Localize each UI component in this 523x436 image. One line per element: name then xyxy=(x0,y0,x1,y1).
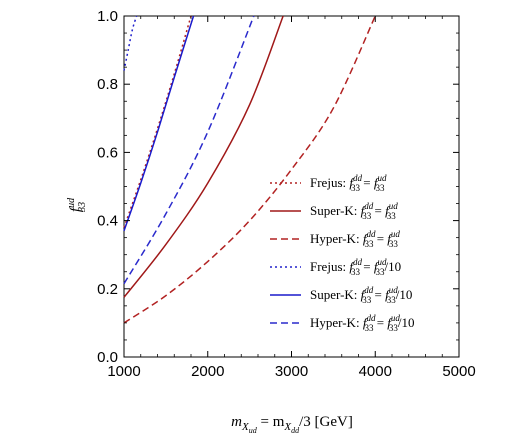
series-line-3 xyxy=(123,15,376,324)
series-line-4 xyxy=(123,15,138,71)
y-tick-label: 1.0 xyxy=(97,8,118,25)
y-tick-label: 0.2 xyxy=(97,281,118,298)
legend-label-6: Hyper-K: fdd 33 = fud 33/10 xyxy=(310,313,415,333)
plot-border xyxy=(123,15,460,358)
axes-group: 1000 2000 3000 4000 5000 0.0 0.2 0.4 0.6 0.8 1.0 xyxy=(97,8,476,380)
series-line-2 xyxy=(123,15,284,298)
legend-label-1: Frejus: fdd 33 = fud 33 xyxy=(310,173,387,193)
x-tick-label: 2000 xyxy=(191,363,224,380)
x-tick-label: 4000 xyxy=(359,363,392,380)
series-line-6 xyxy=(123,15,255,285)
series-line-5 xyxy=(123,15,195,232)
legend-label-5: Super-K: fdd 33 = fud 33/10 xyxy=(310,285,412,305)
y-tick-label: 0.6 xyxy=(97,144,118,161)
y-axis-label: fud33 xyxy=(66,197,88,213)
series-line-1 xyxy=(123,15,192,228)
legend-label-4: Frejus: fdd 33 = fud 33/10 xyxy=(310,257,401,277)
legend-label-2: Super-K: fdd 33 = fud 33 xyxy=(310,201,398,221)
y-tick-label: 0.8 xyxy=(97,76,118,93)
legend-label-3: Hyper-K: fdd 33 = fud 33 xyxy=(310,229,400,249)
y-tick-label: 0.4 xyxy=(97,213,118,230)
plot-frame xyxy=(123,15,460,358)
x-tick-label: 1000 xyxy=(107,363,140,380)
y-tick-label: 0.0 xyxy=(97,349,118,366)
x-tick-label: 5000 xyxy=(442,363,475,380)
x-tick-label: 3000 xyxy=(275,363,308,380)
series-group xyxy=(123,15,376,324)
legend: Frejus: fdd 33 = fud 33 Super-K: fdd 33 = fu… xyxy=(270,173,415,333)
x-axis-label: mXud = mXdd/3 [GeV] xyxy=(231,414,353,435)
